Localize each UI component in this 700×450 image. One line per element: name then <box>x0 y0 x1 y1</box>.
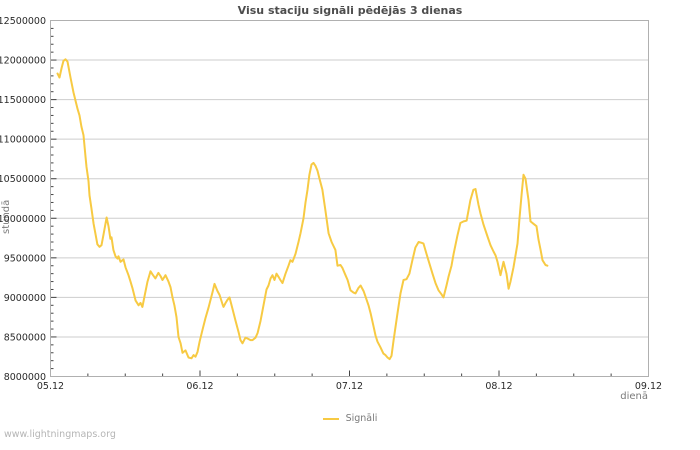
x-tick-label: 08.12 <box>485 381 512 392</box>
y-tick-label: 8000000 <box>4 372 46 383</box>
x-tick-label: 06.12 <box>186 381 213 392</box>
y-tick-label: 9000000 <box>4 293 46 304</box>
y-tick-label: 10500000 <box>0 174 46 185</box>
y-tick-label: 8500000 <box>4 332 46 343</box>
legend-line-swatch <box>322 417 339 420</box>
y-tick-label: 12500000 <box>0 16 46 27</box>
y-tick-label: 11500000 <box>0 95 46 106</box>
watermark-link: www.lightningmaps.org <box>4 429 116 440</box>
y-tick-label: 12000000 <box>0 56 46 67</box>
x-tick-label: 05.12 <box>37 381 64 392</box>
y-tick-label: 10000000 <box>0 214 46 225</box>
legend-label: Signāli <box>345 413 378 424</box>
x-tick-label: 09.12 <box>635 381 662 392</box>
plot-border <box>50 20 649 377</box>
y-tick-label: 9500000 <box>4 253 46 264</box>
x-tick-label: 07.12 <box>336 381 363 392</box>
x-axis-unit-label: dienā <box>620 391 648 402</box>
chart-title: Visu staciju signāli pēdējās 3 dienas <box>237 4 463 17</box>
y-tick-label: 11000000 <box>0 135 46 146</box>
legend: Signāli <box>0 413 700 424</box>
signal-line <box>56 58 549 361</box>
